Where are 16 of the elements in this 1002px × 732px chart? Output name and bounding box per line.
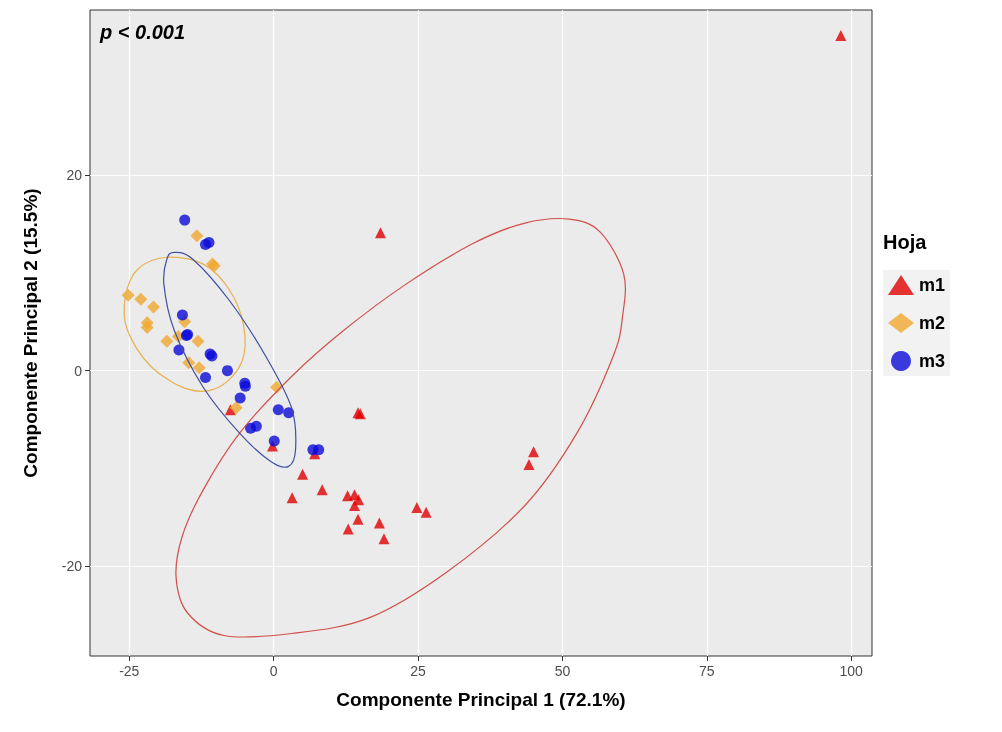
y-axis-title: Componente Principal 2 (15.5%) [20,188,41,478]
x-tick-label: -25 [119,663,140,679]
x-tick-label: 75 [699,663,715,679]
x-axis-title: Componente Principal 1 (72.1%) [336,689,626,710]
legend-label: m3 [919,351,946,371]
y-tick-label: -20 [61,558,83,575]
x-tick-label: 50 [554,663,571,679]
legend-label: m1 [919,275,946,295]
legend-label: m2 [919,313,946,333]
x-tick-label: 0 [269,663,278,679]
annotation: p < 0.001 [99,21,186,43]
x-tick-label: 100 [839,663,864,679]
x-tick-label: 25 [410,663,427,679]
legend-title: Hoja [883,231,928,253]
y-tick-label: 20 [66,167,83,184]
y-tick-label: 0 [74,362,83,379]
